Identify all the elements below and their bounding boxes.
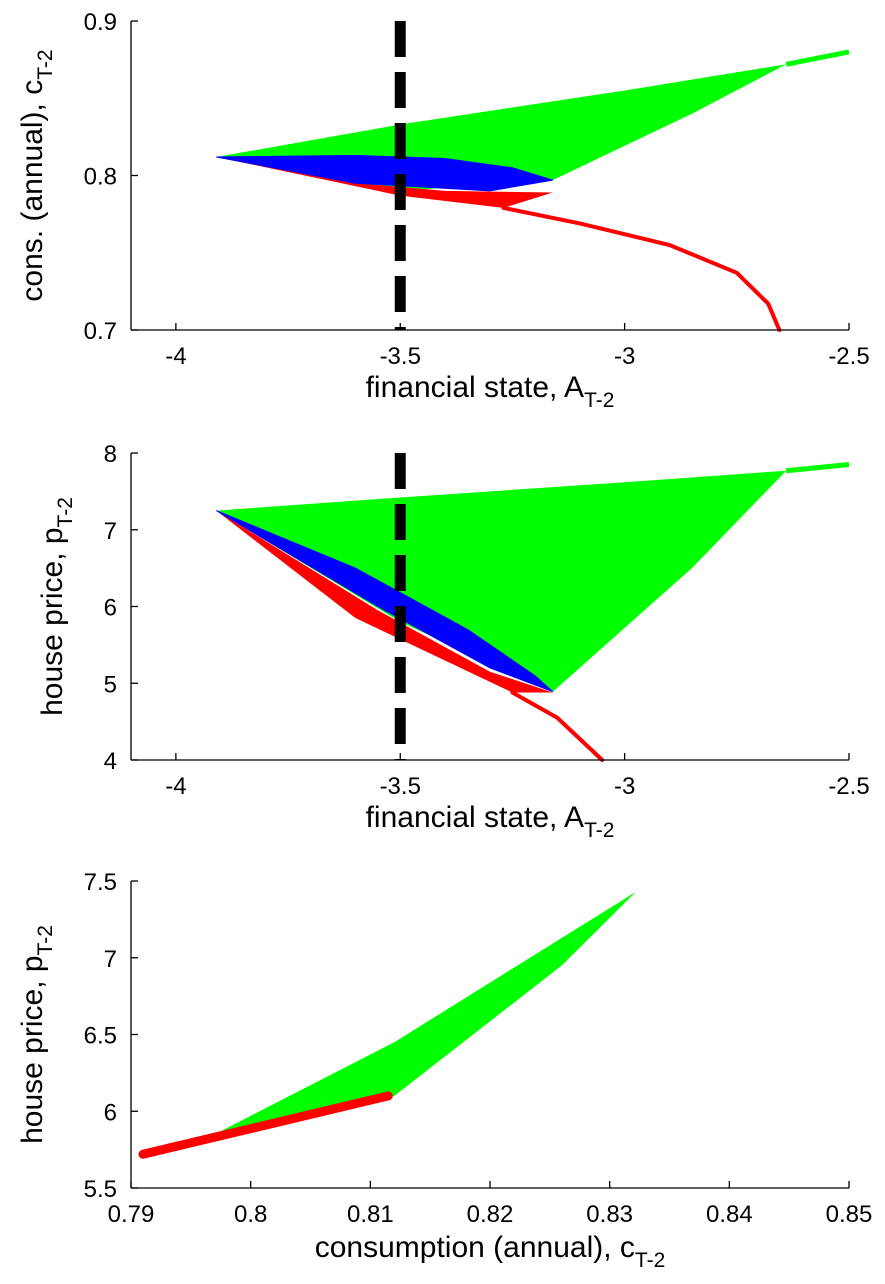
panel-2-y-tick-label: 4 bbox=[104, 748, 117, 775]
panel-3-red-line bbox=[138, 1091, 393, 1159]
panel-3-x-tick-label: 0.81 bbox=[347, 1201, 394, 1228]
panel-2-green-region bbox=[216, 470, 787, 692]
panel-3-y-tick-label: 6 bbox=[104, 1099, 117, 1126]
panel-2-x-axis-label: financial state, AT-2 bbox=[366, 801, 615, 842]
panel-1: -4 -3.5 -3 -2.5 0.7 0.8 0.9 financial state, A… bbox=[16, 9, 870, 412]
panel-3-y-tick-label: 5.5 bbox=[84, 1176, 117, 1203]
panel-2-y-tick-label: 6 bbox=[104, 595, 117, 622]
panel-2-regions bbox=[216, 453, 850, 762]
panel-2-x-tick-label: -4 bbox=[165, 773, 186, 800]
panel-3-ticks: 0.79 0.8 0.81 0.82 0.83 0.84 0.85 5.5 6 6.5 7 7.5 bbox=[84, 869, 873, 1228]
panel-3-x-tick-label: 0.8 bbox=[234, 1201, 267, 1228]
panel-1-blue-region bbox=[216, 154, 553, 192]
panel-2-x-tick-label: -3.5 bbox=[380, 773, 421, 800]
panel-3: 0.79 0.8 0.81 0.82 0.83 0.84 0.85 5.5 6 6.5 7 7.5 c… bbox=[16, 869, 872, 1272]
panel-3-regions bbox=[138, 891, 637, 1159]
panel-1-x-tick-label: -4 bbox=[165, 343, 186, 370]
panel-2-y-tick-label: 5 bbox=[104, 671, 117, 698]
panel-3-x-tick-label: 0.79 bbox=[108, 1201, 155, 1228]
panel-1-red-region bbox=[216, 157, 553, 208]
panel-1-x-tick-label: -3 bbox=[614, 343, 635, 370]
panel-3-x-tick-label: 0.83 bbox=[586, 1201, 633, 1228]
panel-2-green-line bbox=[785, 462, 850, 474]
panel-1-y-tick-label: 0.9 bbox=[84, 9, 117, 36]
panel-3-x-tick-label: 0.85 bbox=[826, 1201, 873, 1228]
panel-2-ticks: -4 -3.5 -3 -2.5 4 5 6 7 8 bbox=[104, 441, 870, 800]
panel-1-x-axis-label: financial state, AT-2 bbox=[366, 371, 615, 412]
panel-1-x-tick-label: -2.5 bbox=[828, 343, 869, 370]
panel-1-x-tick-label: -3.5 bbox=[380, 343, 421, 370]
panel-2-y-axis-label: house price, pT-2 bbox=[36, 497, 77, 716]
panel-1-y-tick-label: 0.8 bbox=[84, 164, 117, 191]
panel-1-red-line bbox=[501, 205, 782, 332]
panel-3-x-tick-label: 0.84 bbox=[706, 1201, 753, 1228]
panel-2-x-tick-label: -3 bbox=[614, 773, 635, 800]
panel-1-ticks: -4 -3.5 -3 -2.5 0.7 0.8 0.9 bbox=[84, 9, 870, 370]
panel-2-y-tick-label: 7 bbox=[104, 518, 117, 545]
panel-3-x-axis-label: consumption (annual), cT-2 bbox=[315, 1231, 666, 1272]
panel-3-y-axis-label: house price, pT-2 bbox=[16, 925, 57, 1144]
panel-3-y-tick-label: 6.5 bbox=[84, 1023, 117, 1050]
panel-3-green-region bbox=[214, 891, 637, 1135]
panel-1-y-tick-label: 0.7 bbox=[84, 318, 117, 345]
panel-1-y-axis-label: cons. (annual), cT-2 bbox=[16, 49, 57, 301]
panel-1-green-line bbox=[785, 49, 850, 67]
panel-2-y-tick-label: 8 bbox=[104, 441, 117, 468]
panel-3-y-tick-label: 7 bbox=[104, 946, 117, 973]
panel-3-axes bbox=[130, 881, 849, 1189]
panel-2-red-line bbox=[510, 690, 605, 762]
panel-2-x-tick-label: -2.5 bbox=[828, 773, 869, 800]
panel-3-x-tick-label: 0.82 bbox=[467, 1201, 514, 1228]
panel-3-y-tick-label: 7.5 bbox=[84, 869, 117, 896]
panel-1-regions bbox=[216, 21, 850, 332]
